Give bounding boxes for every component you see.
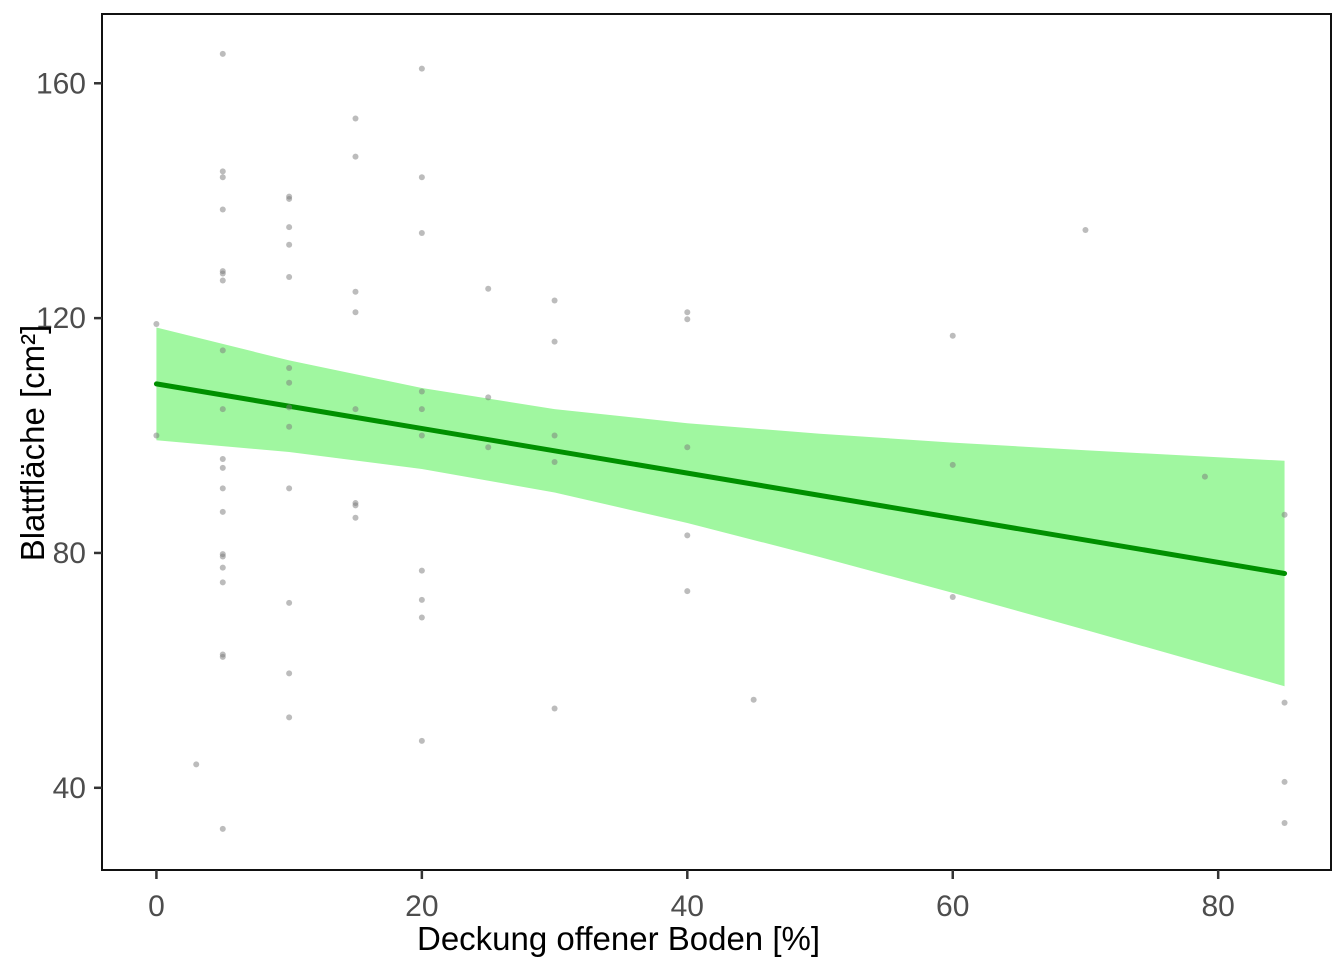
data-point xyxy=(286,423,293,430)
data-point xyxy=(219,825,226,832)
data-point xyxy=(352,502,359,509)
data-point xyxy=(684,588,691,595)
x-tick-label: 60 xyxy=(936,890,969,923)
y-tick-label: 80 xyxy=(53,537,86,570)
data-point xyxy=(1281,820,1288,827)
data-point xyxy=(193,761,200,768)
x-tick-label: 40 xyxy=(671,890,704,923)
x-axis-title: Deckung offener Boden [%] xyxy=(417,920,820,957)
data-point xyxy=(551,705,558,712)
data-point xyxy=(286,599,293,606)
x-tick-label: 20 xyxy=(405,890,438,923)
data-point xyxy=(219,347,226,354)
y-tick-label: 40 xyxy=(53,772,86,805)
data-point xyxy=(219,464,226,471)
panel-border xyxy=(101,13,1332,871)
data-point xyxy=(219,174,226,181)
data-point xyxy=(286,714,293,721)
regression-line xyxy=(153,381,1288,577)
data-point xyxy=(1201,473,1208,480)
data-point xyxy=(219,270,226,277)
data-point xyxy=(219,50,226,57)
data-point xyxy=(219,485,226,492)
data-point xyxy=(684,532,691,539)
data-point xyxy=(219,653,226,660)
scatter-points xyxy=(153,50,1288,832)
data-point xyxy=(418,614,425,621)
data-point xyxy=(352,288,359,295)
data-point xyxy=(219,579,226,586)
data-point xyxy=(485,285,492,292)
data-point xyxy=(949,593,956,600)
data-point xyxy=(219,206,226,213)
data-point xyxy=(286,485,293,492)
data-point xyxy=(219,456,226,463)
data-point xyxy=(352,514,359,521)
data-point xyxy=(352,406,359,413)
data-point xyxy=(485,444,492,451)
data-point xyxy=(219,277,226,284)
data-point xyxy=(551,432,558,439)
data-point xyxy=(286,241,293,248)
data-point xyxy=(219,406,226,413)
data-point xyxy=(219,564,226,571)
data-point xyxy=(418,737,425,744)
data-point xyxy=(949,332,956,339)
data-point xyxy=(418,388,425,395)
data-point xyxy=(286,670,293,677)
data-point xyxy=(418,229,425,236)
data-point xyxy=(352,309,359,316)
y-axis-title: Blattfläche [cm²] xyxy=(14,325,51,562)
data-point xyxy=(286,224,293,231)
data-point xyxy=(418,174,425,181)
data-point xyxy=(1281,699,1288,706)
y-tick-label: 120 xyxy=(36,302,86,335)
data-point xyxy=(684,444,691,451)
data-point xyxy=(684,316,691,323)
x-axis: 0 20 40 60 80 xyxy=(148,870,1235,923)
data-point xyxy=(1281,511,1288,518)
x-tick-label: 80 xyxy=(1201,890,1234,923)
data-point xyxy=(949,461,956,468)
data-point xyxy=(418,406,425,413)
data-point xyxy=(352,153,359,160)
data-point xyxy=(551,338,558,345)
data-point xyxy=(1082,227,1089,234)
y-tick-label: 160 xyxy=(36,67,86,100)
data-point xyxy=(418,596,425,603)
data-point xyxy=(219,508,226,515)
data-point xyxy=(750,696,757,703)
data-point xyxy=(551,458,558,465)
data-point xyxy=(153,320,160,327)
data-point xyxy=(684,309,691,316)
data-point xyxy=(551,297,558,304)
data-point xyxy=(286,274,293,281)
data-point xyxy=(418,567,425,574)
data-point xyxy=(286,195,293,202)
data-point xyxy=(418,432,425,439)
data-point xyxy=(1281,778,1288,785)
data-point xyxy=(418,65,425,72)
data-point xyxy=(286,404,293,411)
x-tick-label: 0 xyxy=(148,890,165,923)
y-axis: 40 80 120 160 xyxy=(36,67,102,805)
data-point xyxy=(485,394,492,401)
data-point xyxy=(219,168,226,175)
confidence-band xyxy=(156,327,1285,687)
data-point xyxy=(153,432,160,439)
data-point xyxy=(352,115,359,122)
data-point xyxy=(219,553,226,560)
data-point xyxy=(286,365,293,372)
data-point xyxy=(286,379,293,386)
